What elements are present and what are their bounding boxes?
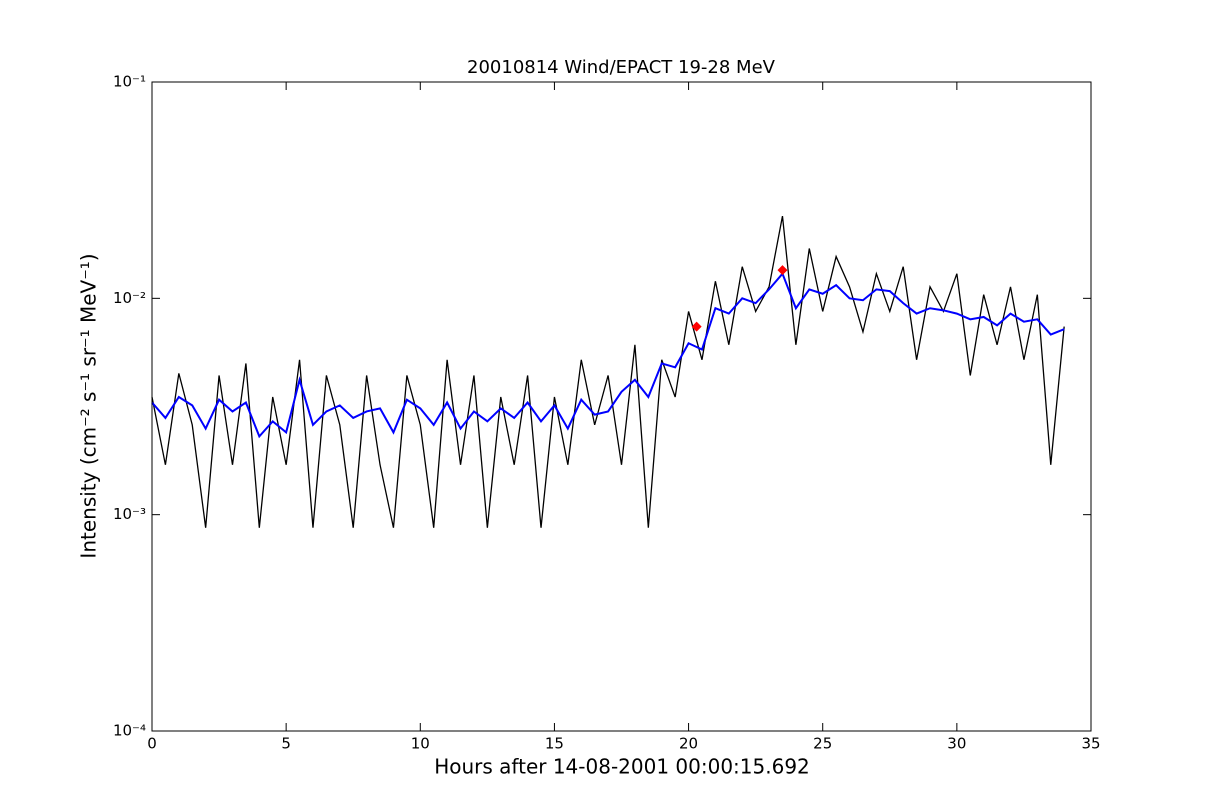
chart-title: 20010814 Wind/EPACT 19-28 MeV: [467, 57, 776, 78]
x-tick-label: 35: [1081, 735, 1100, 753]
y-tick-label: 10⁻²: [113, 289, 146, 307]
x-tick-label: 5: [281, 735, 291, 753]
y-tick-label: 10⁻⁴: [113, 722, 146, 740]
x-tick-label: 25: [813, 735, 832, 753]
x-tick-label: 0: [147, 735, 157, 753]
marker-point: [777, 265, 788, 276]
y-tick-label: 10⁻¹: [113, 73, 146, 91]
y-axis-label: Intensity (cm⁻² s⁻¹ sr⁻¹ MeV⁻¹): [77, 253, 101, 558]
y-tick-label: 10⁻³: [113, 505, 146, 523]
marker-point: [691, 321, 702, 332]
x-axis-label: Hours after 14-08-2001 00:00:15.692: [434, 755, 810, 779]
x-tick-label: 30: [947, 735, 966, 753]
data-line: [151, 271, 1065, 439]
x-tick-label: 20: [679, 735, 698, 753]
plot-frame: [151, 81, 1092, 732]
x-tick-label: 10: [411, 735, 430, 753]
x-tick-label: 15: [545, 735, 564, 753]
data-line: [151, 215, 1065, 528]
